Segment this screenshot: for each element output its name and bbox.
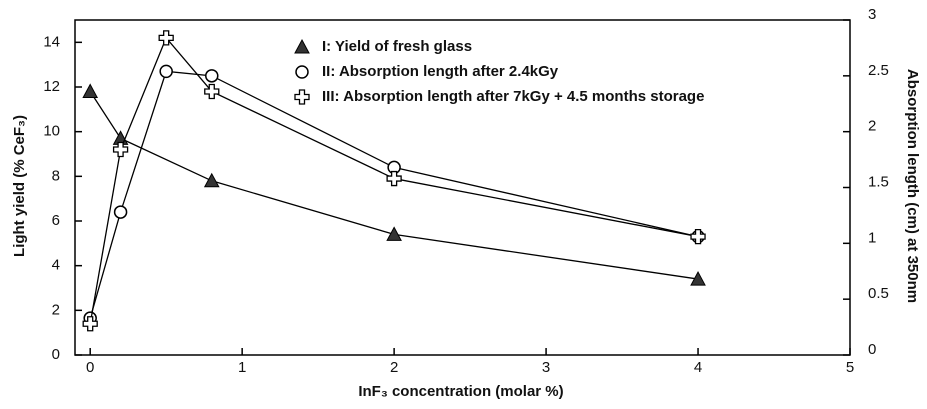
x-tick-label: 1: [238, 359, 246, 376]
series-line: [89, 70, 699, 319]
marker-triangle: [690, 271, 706, 286]
marker-circle: [205, 69, 219, 83]
marker-triangle: [82, 83, 99, 98]
y2-tick-label: 2.5: [868, 62, 889, 79]
y2-tick-label: 1.5: [868, 173, 889, 190]
marker-circle: [295, 65, 309, 79]
x-tick-label: 5: [846, 359, 854, 376]
marker-cross: [82, 316, 98, 332]
y2-tick-label: 2: [868, 118, 876, 135]
series-line: [89, 36, 699, 324]
y-tick-label: 14: [43, 33, 60, 50]
y-axis-label: Light yield (% CeF₃): [11, 115, 28, 257]
y-tick-label: 10: [43, 123, 60, 140]
marker-cross: [294, 89, 310, 105]
x-tick-label: 4: [694, 359, 702, 376]
marker-triangle: [386, 226, 402, 241]
y2-tick-label: 3: [868, 6, 876, 23]
y2-tick-label: 0.5: [868, 285, 889, 302]
legend-label: III: Absorption length after 7kGy + 4.5 …: [322, 88, 704, 105]
x-axis-label: InF₃ concentration (molar %): [358, 383, 563, 400]
y-tick-label: 4: [52, 257, 60, 274]
y2-axis-label: Absorption length (cm) at 350nm: [904, 69, 921, 303]
y-tick-label: 8: [52, 167, 60, 184]
marker-cross: [158, 30, 174, 46]
marker-triangle: [203, 172, 220, 188]
legend-label: I: Yield of fresh glass: [322, 38, 472, 55]
legend-label: II: Absorption length after 2.4kGy: [322, 63, 559, 80]
x-tick-label: 2: [390, 359, 398, 376]
marker-cross: [204, 83, 220, 100]
x-tick-label: 3: [542, 359, 550, 376]
y-tick-label: 6: [52, 212, 60, 229]
marker-cross: [112, 141, 129, 158]
marker-cross: [690, 228, 706, 245]
y2-tick-label: 0: [868, 341, 876, 358]
y-tick-label: 2: [52, 301, 60, 318]
x-tick-label: 0: [86, 359, 94, 376]
marker-cross: [386, 170, 402, 187]
marker-circle: [113, 205, 128, 219]
y-tick-label: 12: [43, 78, 60, 95]
marker-triangle: [294, 38, 310, 54]
y2-tick-label: 1: [868, 229, 876, 246]
y-tick-label: 0: [52, 346, 60, 363]
marker-circle: [159, 64, 173, 79]
